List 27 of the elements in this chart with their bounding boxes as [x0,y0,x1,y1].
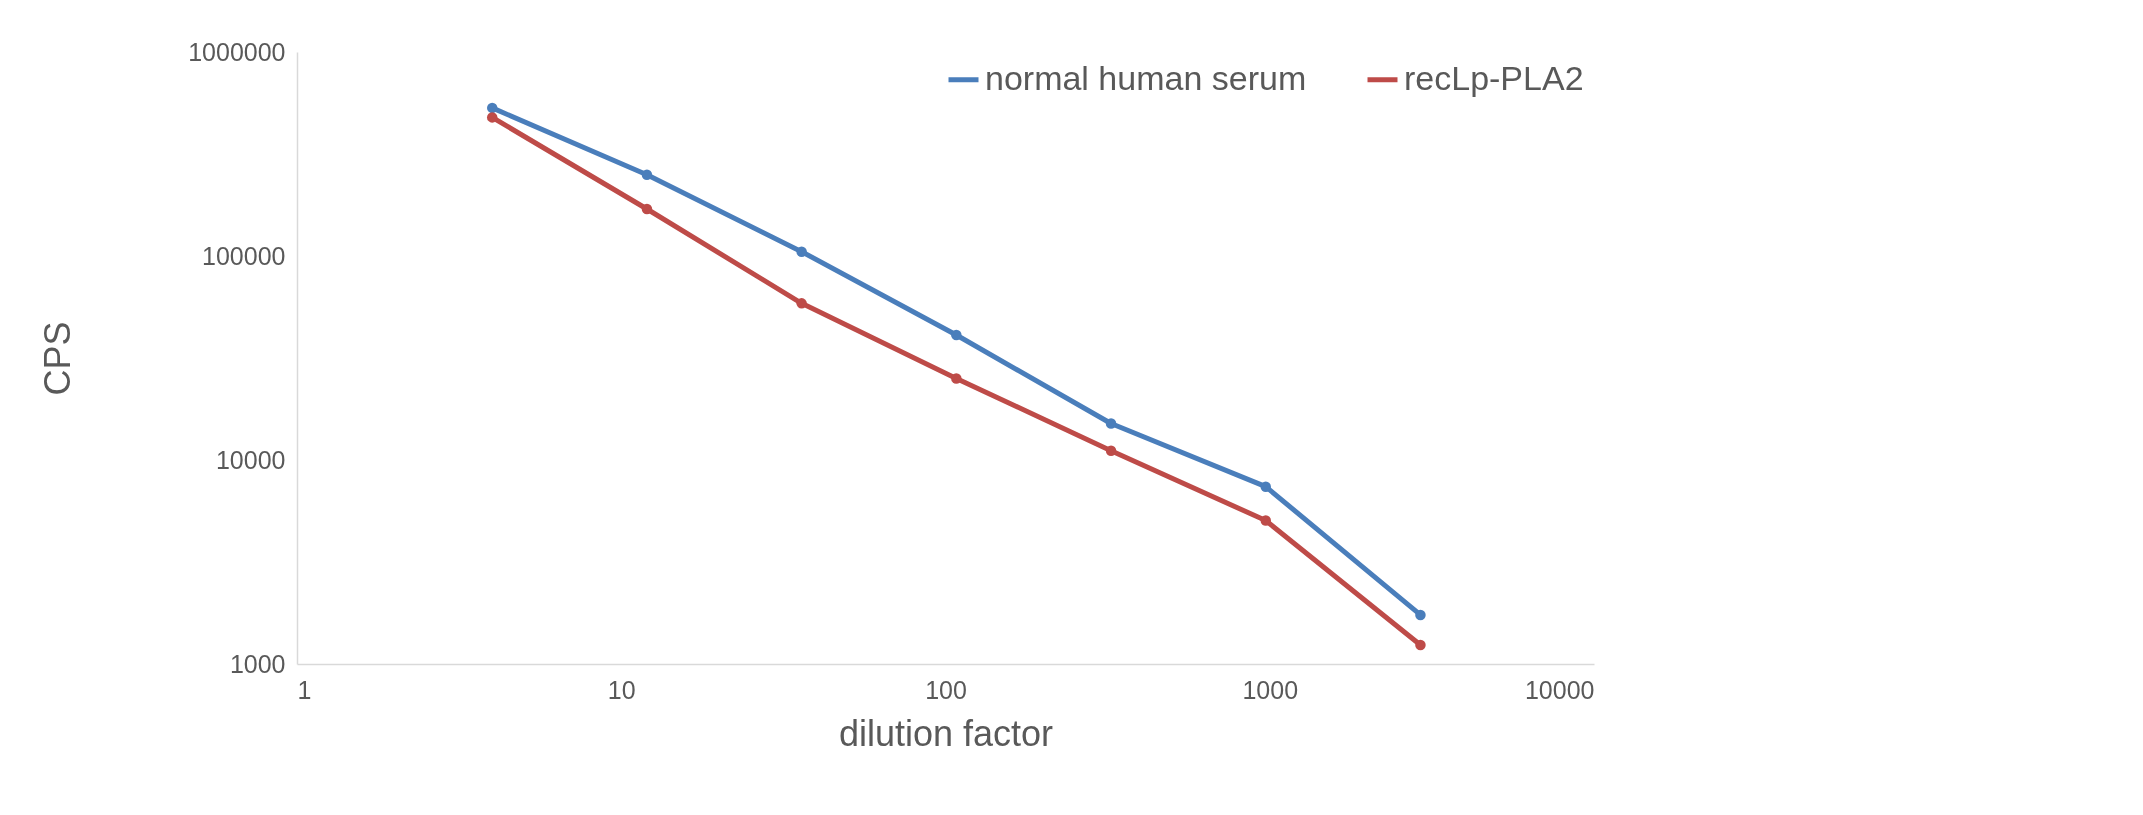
point [951,329,962,341]
point [641,169,653,181]
y-tick-label: 100000 [202,241,286,270]
point [1105,445,1117,456]
x-tick-label: 1000 [1242,675,1299,704]
y-axis-title: CPS [37,321,79,396]
legend-label: recLp-PLA2 [1404,58,1584,97]
point [1415,609,1426,621]
point [796,246,807,257]
point [796,298,807,309]
point [1105,418,1117,429]
point [641,203,653,215]
y-tick-label: 1000 [229,649,286,678]
x-tick-label: 1 [297,675,312,704]
point [486,112,498,123]
point [951,373,962,384]
point [1415,639,1426,651]
x-tick-label: 10000 [1524,675,1595,704]
y-tick-label: 1000000 [188,37,286,66]
point [486,102,498,114]
point [1260,481,1271,492]
x-axis-title: dilution factor [838,712,1054,754]
y-tick-label: 10000 [215,445,286,474]
legend-label: normal human serum [985,58,1307,97]
point [1260,515,1271,526]
x-tick-label: 100 [925,675,967,704]
x-tick-label: 10 [607,675,636,704]
